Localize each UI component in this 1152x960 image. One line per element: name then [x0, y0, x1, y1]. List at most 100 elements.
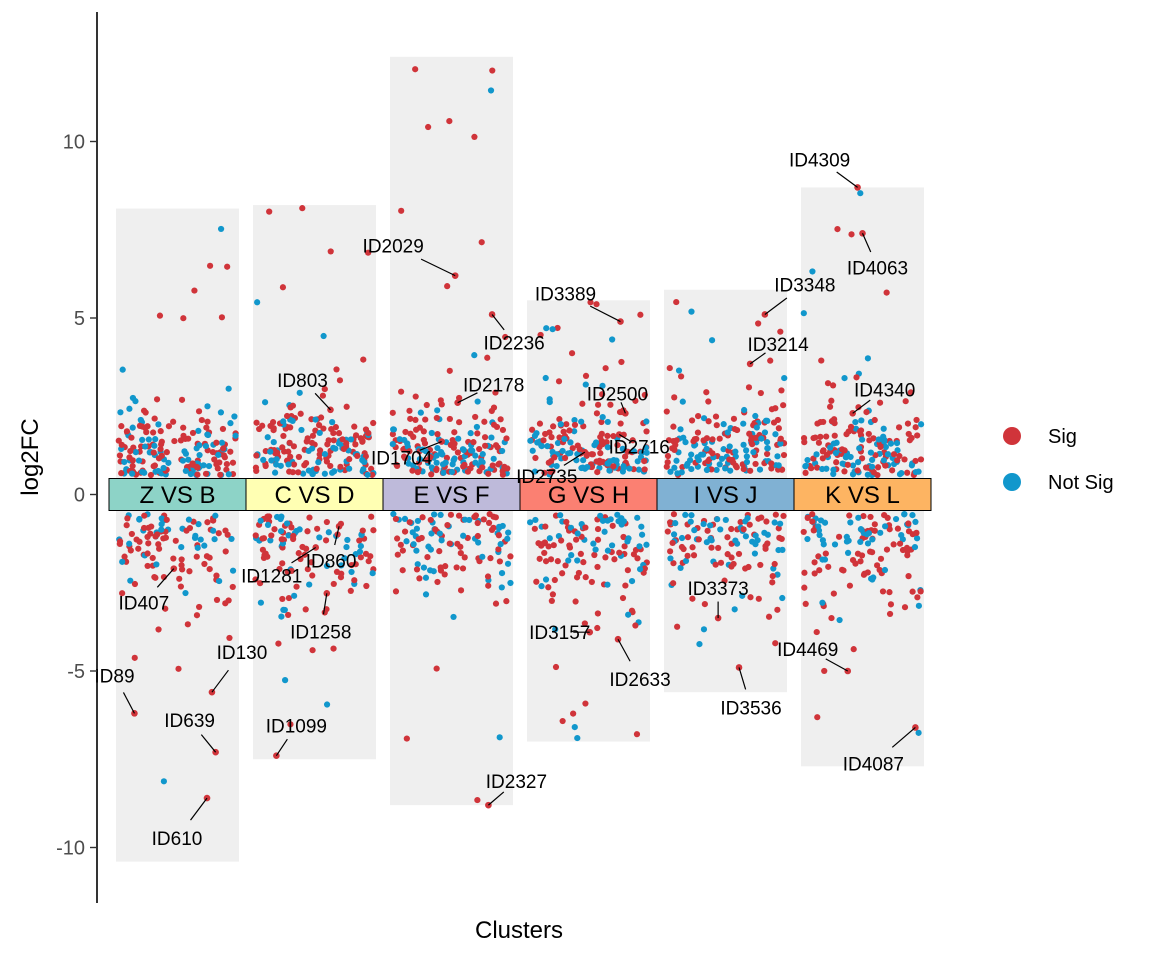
data-point — [894, 525, 902, 532]
cluster-tile — [519, 478, 658, 511]
data-point — [496, 558, 503, 565]
data-point — [584, 463, 591, 471]
data-point — [253, 419, 260, 426]
data-point — [682, 439, 689, 446]
data-point — [817, 419, 824, 426]
data-point — [582, 381, 589, 388]
data-point — [329, 469, 336, 476]
data-point — [212, 512, 219, 519]
data-point — [820, 541, 827, 548]
data-point — [716, 435, 723, 442]
data-point — [673, 457, 680, 464]
data-point — [826, 403, 834, 410]
data-point — [765, 613, 773, 620]
data-point — [632, 397, 639, 404]
data-point — [485, 582, 492, 589]
point-label: ID639 — [164, 711, 215, 732]
data-point — [537, 331, 544, 339]
data-point — [464, 468, 472, 475]
data-point — [285, 611, 292, 619]
data-point — [741, 406, 748, 414]
data-point — [421, 440, 429, 447]
data-point — [863, 409, 870, 416]
data-point — [892, 515, 900, 523]
data-point — [129, 424, 136, 431]
data-point — [413, 566, 421, 573]
data-point — [869, 463, 876, 470]
data-point — [448, 468, 455, 476]
data-point — [869, 576, 876, 583]
data-point — [204, 519, 211, 526]
data-point — [126, 405, 133, 412]
data-point — [594, 468, 601, 476]
data-point — [609, 336, 616, 343]
data-point — [801, 569, 808, 576]
data-point — [901, 456, 908, 463]
data-point — [227, 420, 234, 427]
data-point — [178, 543, 185, 551]
data-point — [839, 566, 846, 573]
data-point — [579, 400, 586, 407]
data-point — [566, 427, 573, 434]
data-point — [359, 457, 366, 464]
data-point — [503, 598, 510, 605]
data-point — [559, 447, 566, 455]
data-point — [810, 434, 817, 442]
data-point — [128, 530, 135, 538]
data-point — [399, 567, 406, 574]
data-point — [846, 512, 853, 519]
data-point — [634, 458, 641, 465]
data-point — [196, 442, 203, 449]
data-point — [497, 541, 504, 548]
data-point — [682, 557, 690, 565]
data-point — [551, 454, 558, 461]
data-point — [219, 425, 227, 433]
data-point — [446, 540, 453, 547]
data-point — [145, 540, 152, 547]
data-point — [264, 434, 271, 441]
data-point — [830, 440, 837, 447]
data-point — [179, 457, 187, 464]
data-point — [574, 442, 581, 449]
data-point — [829, 382, 837, 389]
data-point — [695, 536, 702, 543]
data-point — [439, 461, 447, 468]
data-point — [460, 532, 467, 539]
data-point — [427, 546, 434, 553]
data-point — [864, 540, 872, 547]
data-point — [123, 522, 130, 529]
data-point — [542, 576, 550, 583]
point-label: ID3214 — [747, 335, 809, 356]
data-point — [914, 594, 921, 601]
data-point — [913, 416, 920, 424]
data-point — [406, 519, 413, 526]
data-point — [841, 375, 848, 382]
data-point — [814, 714, 821, 721]
data-point — [437, 511, 444, 518]
data-point — [424, 554, 431, 561]
data-point — [148, 523, 155, 530]
data-point — [450, 613, 457, 621]
data-point — [186, 524, 194, 532]
data-point — [343, 440, 350, 447]
data-point — [264, 553, 271, 560]
data-point — [683, 462, 690, 469]
data-point — [591, 551, 598, 559]
data-point — [360, 466, 367, 473]
data-point — [755, 595, 762, 602]
data-point — [714, 516, 721, 523]
labeled-point — [438, 438, 445, 445]
data-point — [536, 420, 544, 427]
data-point — [412, 426, 420, 433]
data-point — [717, 559, 725, 566]
data-point — [333, 568, 341, 575]
data-point — [594, 624, 601, 632]
leader-line — [122, 692, 135, 714]
data-point — [559, 717, 566, 725]
data-point — [849, 462, 857, 469]
data-point — [213, 596, 221, 604]
data-point — [821, 667, 828, 675]
data-point — [895, 424, 903, 431]
data-point — [677, 564, 684, 571]
data-point — [209, 448, 217, 456]
